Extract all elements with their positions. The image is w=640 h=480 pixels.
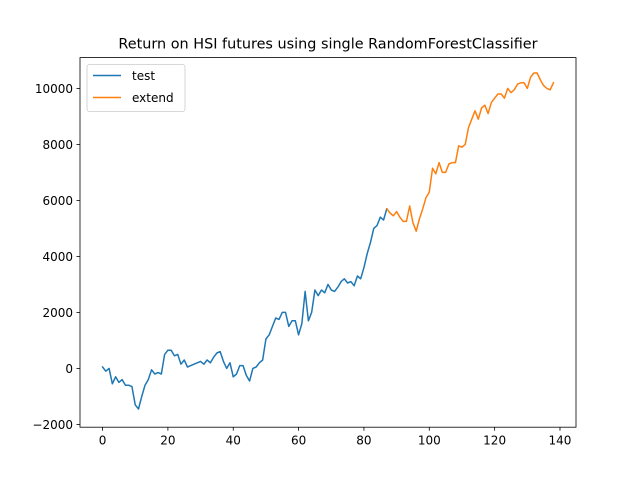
y-tick-label: 10000: [35, 82, 73, 96]
y-tick-label: 8000: [42, 138, 73, 152]
y-tick-label: 2000: [42, 306, 73, 320]
x-tick-label: 120: [483, 434, 506, 448]
legend: test extend: [86, 64, 186, 112]
chart-title: Return on HSI futures using single Rando…: [118, 37, 537, 53]
x-tick-label: 100: [418, 434, 441, 448]
x-tick-label: 0: [99, 434, 107, 448]
x-tick-label: 20: [160, 434, 175, 448]
y-tick-label: 4000: [42, 250, 73, 264]
series-layer: [101, 72, 555, 410]
x-tick-label: 140: [549, 434, 572, 448]
series-line-test: [101, 207, 388, 410]
legend-label-extend: extend: [132, 91, 174, 105]
axes-layer: 0 20 40 60 80 100 120 140 −2000 0 2000 4000 6000 8000…: [32, 57, 577, 448]
x-tick-label: 60: [291, 434, 306, 448]
x-tick-label: 40: [226, 434, 241, 448]
series-line-extend: [385, 72, 555, 232]
legend-label-test: test: [132, 69, 155, 83]
y-tick-label: −2000: [32, 418, 73, 432]
plot-frame: [79, 57, 577, 428]
y-tick-label: 6000: [42, 194, 73, 208]
x-tick-label: 80: [356, 434, 371, 448]
y-tick-label: 0: [65, 362, 73, 376]
